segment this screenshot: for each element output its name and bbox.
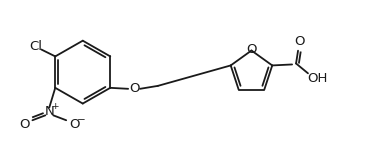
- Text: O: O: [129, 82, 139, 95]
- Text: −: −: [77, 115, 85, 125]
- Text: O: O: [246, 43, 257, 56]
- Text: O: O: [69, 118, 79, 131]
- Text: Cl: Cl: [29, 40, 42, 53]
- Text: +: +: [51, 102, 59, 111]
- Text: OH: OH: [308, 72, 328, 85]
- Text: O: O: [19, 118, 30, 131]
- Text: N: N: [44, 105, 54, 118]
- Text: O: O: [294, 35, 304, 48]
